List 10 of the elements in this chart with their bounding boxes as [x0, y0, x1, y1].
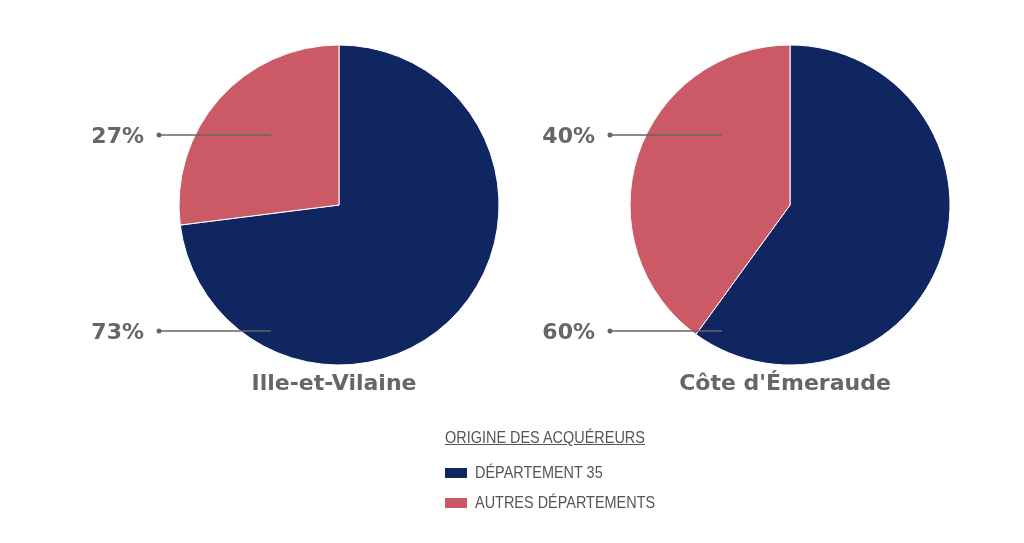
legend-label: AUTRES DÉPARTEMENTS [475, 493, 656, 513]
data-label: 60% [542, 318, 595, 344]
legend-label: DÉPARTEMENT 35 [475, 463, 603, 483]
text: Ille-et-Vilaine [250, 370, 418, 395]
data-label: 40% [542, 122, 595, 148]
data-label: 73% [91, 318, 144, 344]
data-label: 27% [91, 122, 144, 148]
text: Côte d'Émeraude [678, 370, 892, 395]
legend-title: ORIGINE DES ACQUÉREURS [445, 428, 646, 448]
pie-slice [179, 44, 500, 366]
